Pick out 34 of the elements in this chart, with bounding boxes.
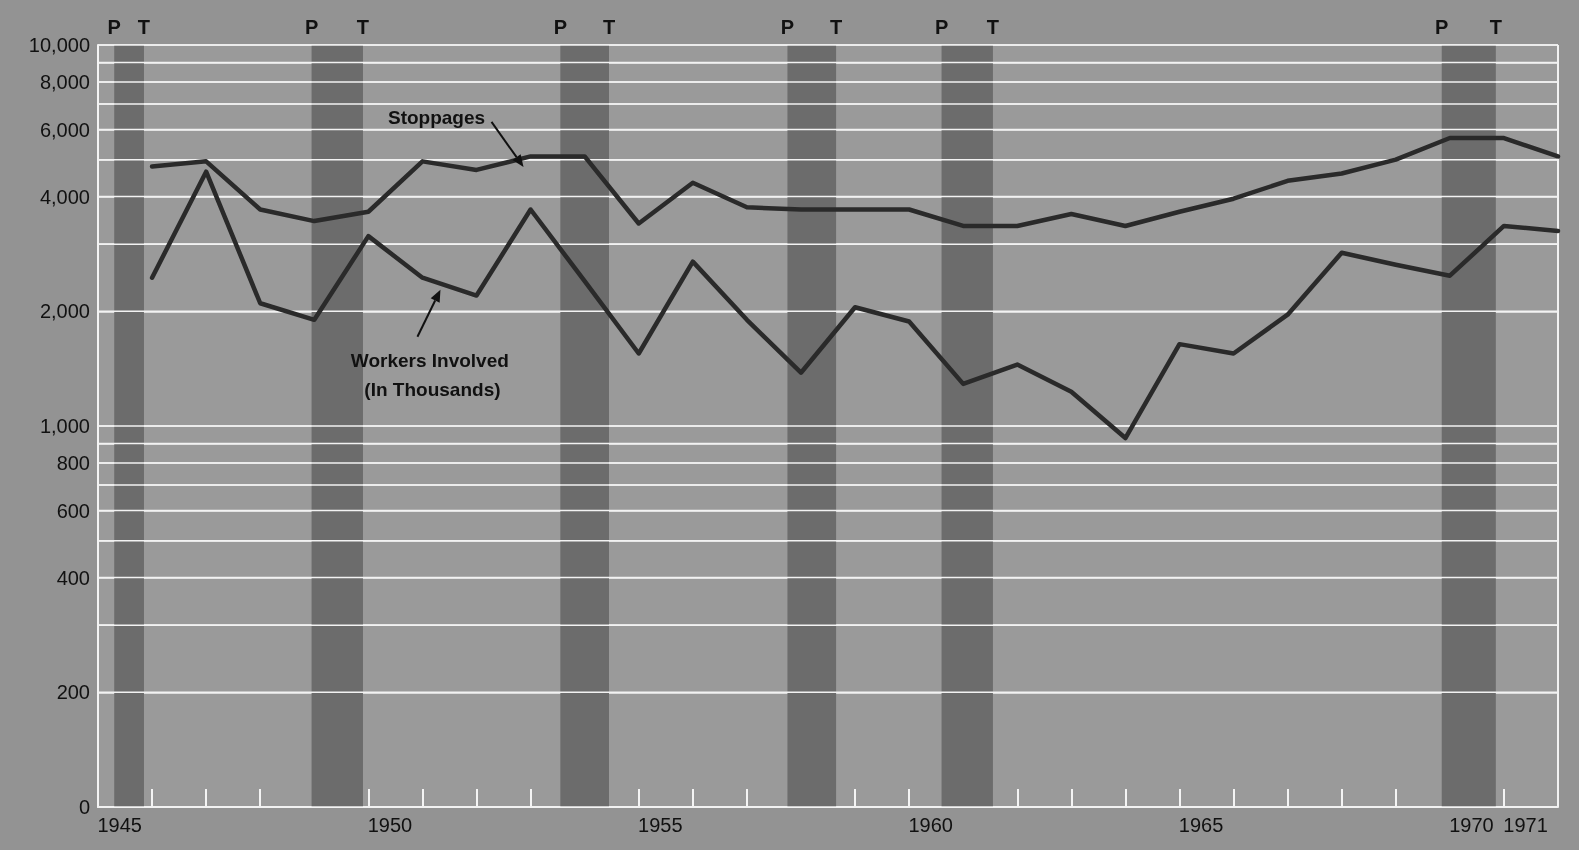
y-tick-label: 1,000 <box>39 415 90 437</box>
annotation: P <box>553 16 568 38</box>
y-tick-label: 400 <box>56 566 90 589</box>
y-tick-label: 600 <box>56 499 90 522</box>
line-series <box>149 135 1561 229</box>
y-tick-label: 8,000 <box>39 70 90 93</box>
y-tick-label: 800 <box>56 451 90 474</box>
annotation: T <box>602 16 616 38</box>
x-tick-label: 1965 <box>1178 814 1224 836</box>
annotation: T <box>986 16 1000 38</box>
annotation: T <box>137 16 151 38</box>
y-tick-label: 6,000 <box>39 118 90 141</box>
y-tick-label: 0 <box>78 796 90 818</box>
annotation: T <box>356 16 370 38</box>
y-tick-label: 2,000 <box>39 300 90 323</box>
x-tick-label: 1970 <box>1449 814 1494 836</box>
annotation: P <box>780 16 795 38</box>
annotation: T <box>1489 16 1502 38</box>
x-tick-label: 1955 <box>638 814 683 836</box>
annotation: P <box>304 16 319 38</box>
annotation: T <box>830 16 843 38</box>
y-tick-label: 200 <box>56 681 90 704</box>
line-series <box>149 169 1561 441</box>
y-tick-label: 10,000 <box>28 34 90 56</box>
x-tick-label: 1971 <box>1503 814 1548 836</box>
x-tick-label: 1950 <box>367 814 413 836</box>
x-tick-label: 1945 <box>97 814 142 836</box>
y-tick-label: 4,000 <box>39 185 90 208</box>
text: Workers Involved (In Thousands) <box>350 349 515 400</box>
annotation: P <box>107 16 121 38</box>
x-tick-label: 1960 <box>908 814 953 836</box>
annotation: P <box>934 16 949 38</box>
text: Stoppages <box>387 107 486 129</box>
annotation: P <box>1435 16 1449 38</box>
